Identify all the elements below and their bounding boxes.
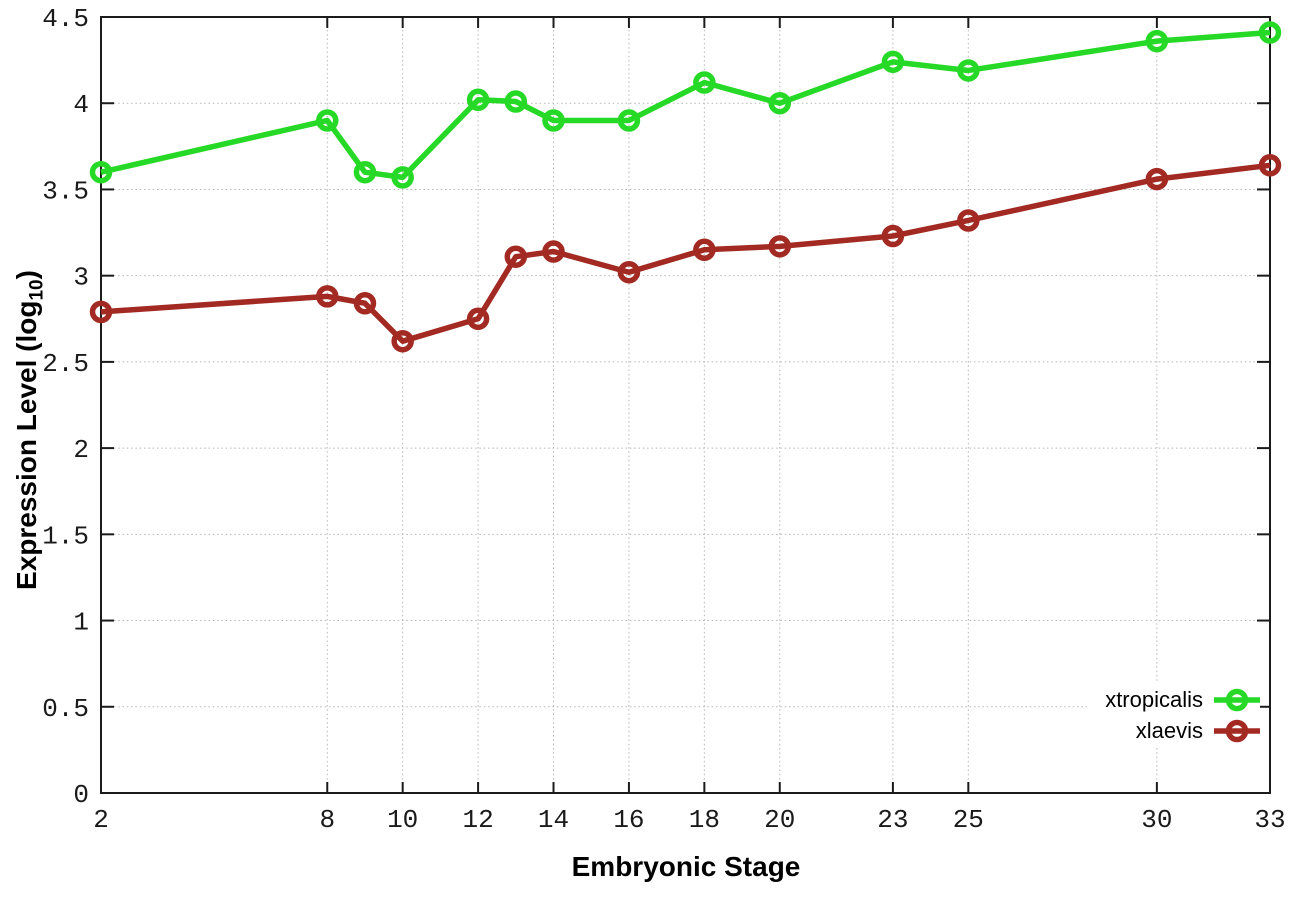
- data-point-xtropicalis: [1145, 29, 1169, 53]
- legend: xtropicalis xlaevis: [1087, 682, 1260, 748]
- data-point-xlaevis: [768, 235, 792, 258]
- y-tick-label: 0.5: [42, 694, 89, 724]
- data-point-xlaevis: [504, 245, 528, 268]
- y-tick-label: 2: [73, 435, 89, 465]
- y-tick-label: 0: [73, 780, 89, 810]
- data-point-xtropicalis: [89, 160, 113, 184]
- data-point-xlaevis: [617, 260, 641, 284]
- legend-marker-xlaevis-icon: [1214, 719, 1260, 742]
- series-line-xtropicalis: [100, 29, 1271, 181]
- data-point-xtropicalis: [391, 166, 414, 189]
- y-axis-title: Expression Level (log10): [11, 270, 48, 590]
- data-point-xlaevis: [693, 238, 716, 262]
- x-tick-label: 23: [877, 805, 908, 835]
- legend-marker-xtropicalis-icon: [1214, 688, 1260, 711]
- y-tick-label: 4.5: [42, 4, 89, 34]
- x-tick-label: 12: [462, 805, 493, 835]
- data-point-xtropicalis: [768, 91, 792, 115]
- x-tick-label: 16: [613, 805, 644, 835]
- data-point-xtropicalis: [466, 88, 490, 112]
- data-point-xlaevis: [316, 285, 339, 308]
- y-axis-title-subscript: 10: [26, 279, 48, 301]
- y-axis-title-text: Expression Level (log: [11, 300, 42, 590]
- y-tick-label: 3.5: [42, 176, 89, 206]
- x-tick-label: 14: [538, 805, 569, 835]
- y-tick-label: 4: [73, 90, 89, 120]
- data-point-xlaevis: [881, 224, 905, 248]
- x-tick-label: 20: [764, 805, 795, 835]
- y-tick-label: 3: [73, 263, 89, 293]
- data-point-xlaevis: [1258, 154, 1282, 177]
- data-point-xtropicalis: [693, 71, 716, 94]
- x-tick-label: 2: [93, 805, 109, 835]
- data-point-xlaevis: [391, 329, 414, 353]
- data-point-xlaevis: [1145, 167, 1169, 191]
- legend-item-xtropicalis: xtropicalis: [1105, 684, 1260, 715]
- legend-label-xtropicalis: xtropicalis: [1105, 686, 1203, 712]
- legend-label-xlaevis: xlaevis: [1135, 717, 1203, 743]
- plot-border: [100, 16, 1271, 794]
- legend-item-xlaevis: xlaevis: [1105, 715, 1260, 746]
- x-tick-label: 10: [387, 805, 418, 835]
- data-point-xlaevis: [466, 307, 490, 331]
- y-axis-title-close: ): [11, 270, 42, 280]
- data-point-xlaevis: [353, 292, 377, 315]
- x-tick-label: 25: [953, 805, 984, 835]
- data-point-xtropicalis: [1258, 21, 1282, 44]
- x-tick-label: 30: [1141, 805, 1172, 835]
- y-tick-label: 1.5: [42, 521, 89, 551]
- x-tick-label: 18: [689, 805, 720, 835]
- data-point-xtropicalis: [316, 109, 339, 132]
- x-tick-label: 33: [1254, 805, 1285, 835]
- data-point-xtropicalis: [881, 50, 905, 74]
- data-point-xtropicalis: [353, 160, 377, 184]
- series-line-xlaevis: [100, 162, 1271, 344]
- x-axis-title: Embryonic Stage: [571, 851, 801, 882]
- data-point-xtropicalis: [542, 109, 565, 132]
- data-point-xlaevis: [957, 209, 980, 232]
- data-point-xtropicalis: [617, 109, 641, 132]
- data-point-xtropicalis: [504, 90, 528, 113]
- y-tick-label: 1: [73, 608, 89, 638]
- data-point-xtropicalis: [957, 59, 980, 82]
- x-tick-label: 8: [319, 805, 335, 835]
- y-tick-label: 2.5: [42, 349, 89, 379]
- data-point-xlaevis: [89, 300, 113, 324]
- data-point-xlaevis: [542, 240, 565, 263]
